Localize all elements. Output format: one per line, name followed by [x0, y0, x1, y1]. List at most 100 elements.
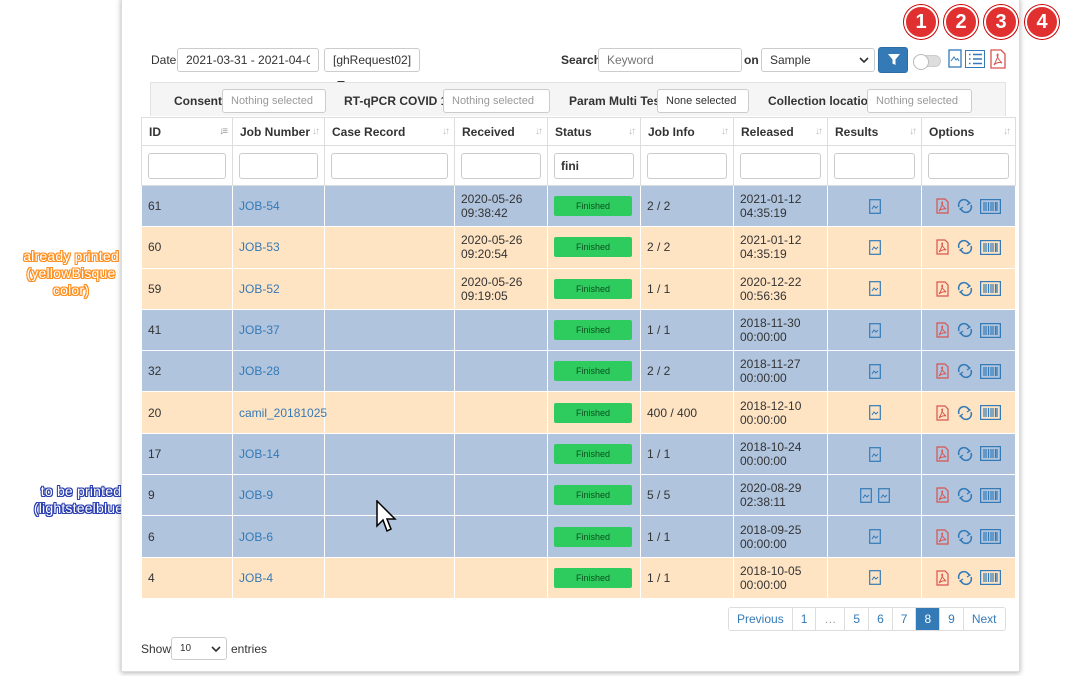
col-job-info[interactable]: Job Info ↓↑ — [640, 117, 734, 146]
filter-options-input[interactable] — [928, 152, 1009, 179]
result-file-icon[interactable] — [868, 281, 881, 297]
page-button-active[interactable]: 8 — [915, 608, 940, 630]
result-file-icon[interactable] — [868, 364, 881, 379]
filter-released-input[interactable] — [740, 152, 821, 179]
col-released[interactable]: Released ↓↑ — [733, 117, 828, 146]
job-link[interactable]: JOB-9 — [239, 488, 274, 503]
reprint-icon[interactable] — [956, 322, 974, 338]
col-job-number[interactable]: Job Number ↓↑ — [232, 117, 325, 146]
pdf-icon[interactable] — [936, 363, 949, 379]
collection-select[interactable]: Nothing selected — [867, 89, 972, 126]
result-file-icon[interactable] — [877, 487, 890, 503]
reprint-icon[interactable] — [956, 239, 974, 255]
reprint-icon[interactable] — [956, 529, 974, 545]
page-button[interactable]: 7 — [891, 608, 916, 630]
job-link[interactable]: JOB-6 — [239, 529, 274, 544]
page-button[interactable]: 5 — [844, 608, 869, 630]
filter-id-input[interactable] — [148, 152, 226, 179]
pdf-icon[interactable] — [936, 446, 949, 462]
reprint-icon[interactable] — [956, 198, 974, 214]
col-results[interactable]: Results ↓↑ — [827, 117, 922, 146]
barcode-icon[interactable] — [979, 529, 1001, 545]
barcode-icon[interactable] — [979, 198, 1001, 214]
filter-job-input[interactable] — [239, 152, 318, 179]
table-row[interactable]: 61 JOB-54 2020-05-26 09:38:42 Finished 2 … — [141, 184, 1016, 228]
reprint-icon[interactable] — [956, 570, 974, 586]
job-link[interactable]: JOB-52 — [239, 281, 280, 296]
search-field-select[interactable]: Sample — [761, 48, 875, 72]
search-input[interactable] — [598, 48, 742, 72]
table-row[interactable]: 60 JOB-53 2020-05-26 09:20:54 Finished 2 … — [141, 226, 1016, 269]
param-select[interactable]: None selected — [657, 89, 749, 126]
table-row[interactable]: 6 JOB-6 Finished 1 / 1 2018-09-25 00:00:0… — [141, 515, 1016, 558]
reprint-icon[interactable] — [956, 281, 974, 297]
result-file-icon[interactable] — [868, 240, 881, 256]
filter-received-input[interactable] — [461, 152, 541, 179]
job-link[interactable]: JOB-28 — [239, 364, 280, 379]
job-link[interactable]: JOB-53 — [239, 240, 280, 255]
job-link[interactable]: camil_20181025 — [239, 405, 328, 420]
result-file-icon[interactable] — [868, 446, 881, 462]
barcode-icon[interactable] — [979, 570, 1001, 586]
barcode-icon[interactable] — [979, 239, 1001, 255]
col-options[interactable]: Options ↓↑ — [921, 117, 1016, 146]
pdf-icon[interactable] — [990, 49, 1006, 69]
table-row[interactable]: 20 camil_20181025 Finished 400 / 400 201… — [141, 391, 1016, 434]
table-row[interactable]: 4 JOB-4 Finished 1 / 1 2018-10-05 00:00:0… — [141, 556, 1016, 599]
job-link[interactable]: JOB-37 — [239, 323, 280, 338]
barcode-icon[interactable] — [979, 322, 1001, 338]
barcode-icon[interactable] — [979, 281, 1001, 297]
col-id[interactable]: ID ↓≡ — [141, 117, 233, 146]
printed-toggle[interactable] — [913, 54, 941, 70]
barcode-icon[interactable] — [979, 446, 1001, 462]
filter-status-input[interactable] — [554, 152, 634, 179]
barcode-icon[interactable] — [979, 405, 1001, 421]
reprint-icon[interactable] — [956, 405, 974, 421]
job-link[interactable]: JOB-14 — [239, 446, 280, 461]
pdf-icon[interactable] — [936, 570, 949, 586]
table-row[interactable]: 9 JOB-9 Finished 5 / 5 2020-08-29 02:38:1… — [141, 474, 1016, 517]
pdf-icon[interactable] — [936, 405, 949, 421]
job-link[interactable]: JOB-54 — [239, 199, 280, 214]
pdf-icon[interactable] — [936, 528, 949, 545]
result-file-icon[interactable] — [868, 570, 881, 586]
list-icon[interactable] — [965, 50, 985, 68]
entries-select[interactable]: 10 — [171, 637, 227, 660]
filter-button[interactable] — [878, 47, 908, 73]
pdf-icon[interactable] — [936, 239, 949, 256]
barcode-icon[interactable] — [979, 487, 1001, 503]
col-received[interactable]: Received ↓↑ — [454, 117, 548, 146]
pdf-icon[interactable] — [936, 198, 949, 214]
table-row[interactable]: 59 JOB-52 2020-05-26 09:19:05 Finished 1 … — [141, 267, 1016, 310]
pdf-icon[interactable] — [936, 487, 949, 503]
pdf-icon[interactable] — [936, 322, 949, 338]
reprint-icon[interactable] — [956, 363, 974, 379]
result-file-icon[interactable] — [868, 198, 881, 214]
reprint-icon[interactable] — [956, 487, 974, 503]
result-file-icon[interactable] — [868, 322, 881, 338]
result-file-icon[interactable] — [859, 487, 872, 503]
filter-info-input[interactable] — [647, 152, 727, 179]
prev-page-button[interactable]: Previous — [729, 608, 792, 630]
date-range-input[interactable] — [177, 48, 319, 72]
page-button[interactable]: 1 — [791, 608, 816, 630]
pdf-icon[interactable] — [936, 281, 949, 297]
filter-case-input[interactable] — [331, 152, 448, 179]
page-button[interactable]: 9 — [939, 608, 963, 630]
col-status[interactable]: Status ↓↑ — [547, 117, 641, 146]
barcode-icon[interactable] — [979, 363, 1001, 379]
export-doc-icon[interactable] — [948, 49, 962, 69]
table-row[interactable]: 32 JOB-28 Finished 2 / 2 2018-11-27 00:00… — [141, 350, 1016, 393]
table-row[interactable]: 41 JOB-37 Finished 1 / 1 2018-11-30 00:00… — [141, 308, 1016, 352]
job-link[interactable]: JOB-4 — [239, 570, 274, 585]
next-page-button[interactable]: Next — [962, 608, 1005, 630]
consent-select[interactable]: Nothing selected — [222, 89, 326, 126]
filter-results-input[interactable] — [834, 152, 915, 179]
col-case-record[interactable]: Case Record ↓↑ — [324, 117, 455, 146]
page-button[interactable]: 6 — [868, 608, 892, 630]
reprint-icon[interactable] — [956, 446, 974, 462]
result-file-icon[interactable] — [868, 405, 881, 421]
result-file-icon[interactable] — [868, 529, 881, 545]
request-select[interactable]: [ghRequest02] — [324, 48, 420, 85]
rtpcr-select[interactable]: Nothing selected — [443, 89, 550, 126]
